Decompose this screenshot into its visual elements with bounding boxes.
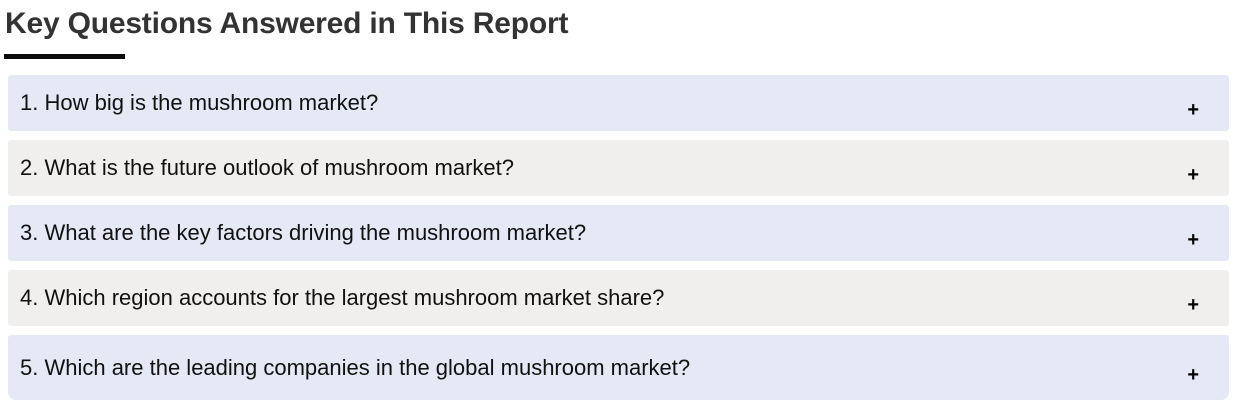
accordion-item-2[interactable]: 2. What is the future outlook of mushroo…: [8, 140, 1229, 196]
accordion-item-4[interactable]: 4. Which region accounts for the largest…: [8, 270, 1229, 326]
plus-icon[interactable]: +: [1187, 294, 1199, 316]
plus-icon[interactable]: +: [1187, 363, 1199, 386]
plus-icon[interactable]: +: [1187, 164, 1199, 186]
report-page: Key Questions Answered in This Report 1.…: [0, 6, 1237, 407]
question-label: 1. How big is the mushroom market?: [20, 90, 379, 115]
page-title: Key Questions Answered in This Report: [5, 7, 569, 40]
question-label: 3. What are the key factors driving the …: [20, 220, 587, 245]
question-label: 2. What is the future outlook of mushroo…: [20, 155, 515, 180]
title-underline: [4, 54, 125, 59]
accordion-item-3[interactable]: 3. What are the key factors driving the …: [8, 205, 1229, 261]
accordion-item-5[interactable]: 5. Which are the leading companies in th…: [8, 335, 1229, 400]
question-label: 4. Which region accounts for the largest…: [20, 285, 665, 310]
plus-icon[interactable]: +: [1187, 229, 1199, 251]
question-label: 5. Which are the leading companies in th…: [20, 354, 691, 380]
faq-accordion: 1. How big is the mushroom market? + 2. …: [8, 75, 1229, 400]
accordion-item-1[interactable]: 1. How big is the mushroom market? +: [8, 75, 1229, 131]
plus-icon[interactable]: +: [1187, 99, 1199, 121]
